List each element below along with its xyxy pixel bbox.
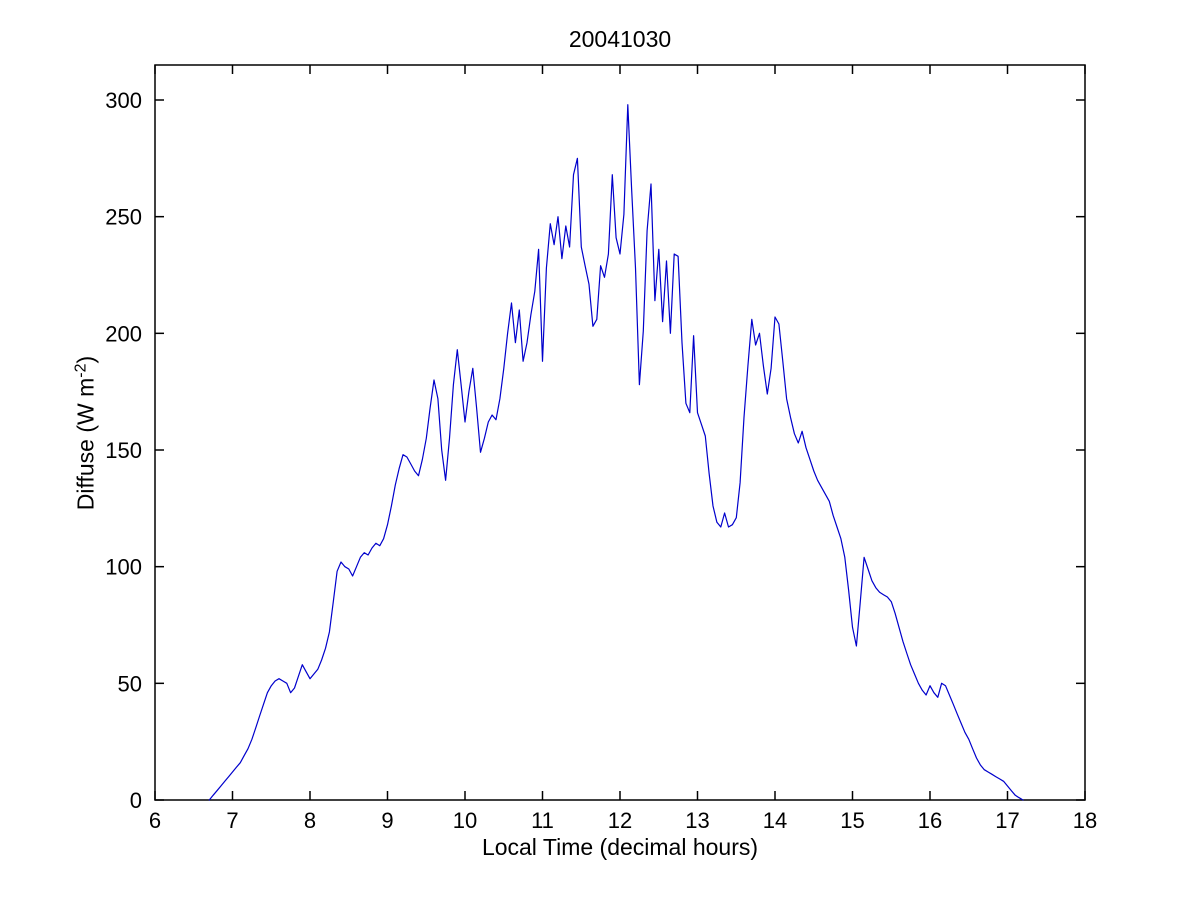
svg-text:200: 200 [105,321,142,346]
svg-text:18: 18 [1073,808,1097,833]
y-axis-label: Diffuse (W m-2) [73,356,100,510]
svg-text:13: 13 [685,808,709,833]
svg-text:0: 0 [130,788,142,813]
svg-text:250: 250 [105,205,142,230]
svg-text:9: 9 [381,808,393,833]
svg-text:14: 14 [763,808,787,833]
y-axis-label-prefix: Diffuse (W m [72,377,99,511]
svg-text:150: 150 [105,438,142,463]
svg-text:17: 17 [995,808,1019,833]
chart-title: 20041030 [568,26,672,52]
svg-text:16: 16 [918,808,942,833]
svg-text:15: 15 [840,808,864,833]
svg-text:8: 8 [304,808,316,833]
svg-text:6: 6 [149,808,161,833]
x-axis-label: Local Time (decimal hours) [481,834,759,860]
y-axis-label-superscript: -2 [72,363,90,378]
svg-text:50: 50 [118,671,142,696]
svg-text:100: 100 [105,555,142,580]
svg-text:10: 10 [453,808,477,833]
svg-text:7: 7 [226,808,238,833]
svg-text:11: 11 [531,808,554,833]
svg-text:300: 300 [105,88,142,113]
svg-text:12: 12 [608,808,632,833]
